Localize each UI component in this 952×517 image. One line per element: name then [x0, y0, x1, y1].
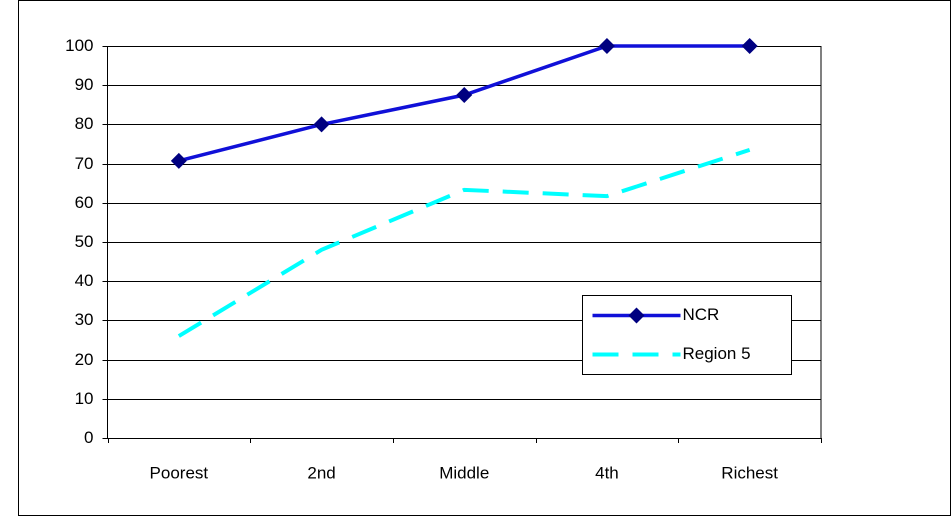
y-tick-label: 80 — [75, 114, 94, 133]
y-tick-label: 70 — [75, 154, 94, 173]
y-tick-label: 0 — [84, 428, 93, 447]
point-marker — [313, 116, 330, 133]
y-tick-label: 60 — [75, 193, 94, 212]
x-tick-label: Poorest — [150, 463, 209, 482]
legend-box — [582, 295, 792, 375]
y-tick-label: 90 — [75, 75, 94, 94]
y-tick-label: 30 — [75, 310, 94, 329]
legend-label: Region 5 — [683, 344, 751, 363]
x-tick-label: 4th — [595, 463, 619, 482]
legend-label: NCR — [683, 305, 720, 324]
series-line — [177, 147, 751, 338]
y-tick-label: 100 — [65, 36, 93, 55]
y-tick-label: 10 — [75, 389, 94, 408]
x-tick-label: Richest — [721, 463, 778, 482]
point-marker — [598, 38, 615, 54]
point-marker — [741, 38, 758, 54]
x-tick-label: 2nd — [307, 463, 335, 482]
x-tick-label: Middle — [439, 463, 489, 482]
legend-marker — [628, 307, 645, 324]
y-tick-label: 20 — [75, 350, 94, 369]
y-tick-label: 50 — [75, 232, 94, 251]
point-marker — [456, 87, 473, 103]
y-tick-label: 40 — [75, 271, 94, 290]
point-marker — [170, 152, 187, 169]
